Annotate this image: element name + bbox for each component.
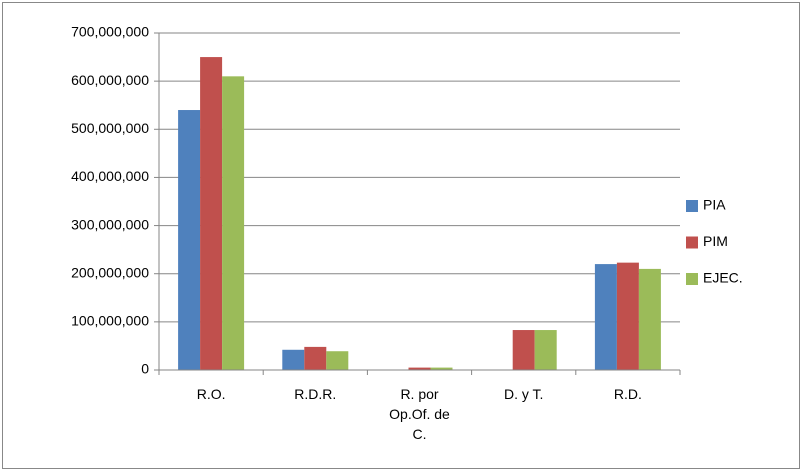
y-tick-label: 700,000,000 [71,24,149,40]
bar [304,346,327,370]
y-tick-label: 100,000,000 [71,313,149,329]
bar [594,264,617,370]
bar [326,351,349,370]
bar [534,330,557,370]
bar [638,268,661,370]
x-tick-label: R.D. [613,386,642,402]
legend-label: PIA [703,197,726,213]
bar [430,367,453,370]
legend-swatch [686,273,698,285]
y-tick-label: 300,000,000 [71,216,149,232]
x-tick-label: R. por Op.Of. de C. [389,386,450,442]
y-tick-label: 0 [141,361,149,377]
legend-swatch [686,200,698,212]
y-tick-label: 400,000,000 [71,168,149,184]
bar [200,57,223,370]
legend-label: PIM [703,233,728,249]
x-tick-label: R.O. [196,386,226,402]
bar [282,349,305,370]
y-tick-label: 600,000,000 [71,72,149,88]
legend-label: EJEC. [703,270,743,286]
bar [512,330,535,370]
y-tick-label: 200,000,000 [71,264,149,280]
bar [222,76,245,370]
y-tick-label: 500,000,000 [71,120,149,136]
bar [616,262,639,370]
bar [178,110,201,371]
x-tick-label: D. y T. [503,386,544,402]
legend-swatch [686,236,698,249]
bar [408,367,431,370]
x-tick-label: R.D.R. [294,386,337,402]
chart-frame [2,2,800,469]
